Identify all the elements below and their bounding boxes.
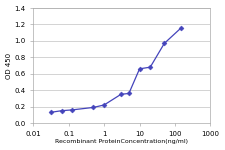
Y-axis label: OD 450: OD 450 [6,52,11,79]
X-axis label: Recombinant ProteinConcentration(ng/ml): Recombinant ProteinConcentration(ng/ml) [55,140,188,144]
